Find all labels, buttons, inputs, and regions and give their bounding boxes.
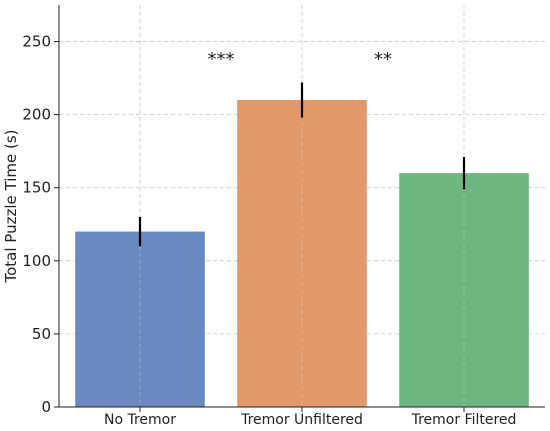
bar-tremor-filtered bbox=[399, 173, 529, 407]
error-bar-layer bbox=[138, 82, 466, 247]
significance-annotation: *** bbox=[208, 49, 235, 70]
y-tick-label: 250 bbox=[22, 33, 51, 51]
x-tick-label: Tremor Filtered bbox=[411, 412, 517, 427]
y-tick-label: 200 bbox=[22, 106, 51, 124]
bar-no-tremor bbox=[75, 231, 205, 407]
bar-tremor-unfiltered bbox=[237, 100, 367, 407]
y-tick-label: 150 bbox=[22, 179, 51, 197]
x-tick-label: No Tremor bbox=[104, 412, 176, 427]
y-tick-label: 50 bbox=[32, 325, 51, 343]
y-axis-title: Total Puzzle Time (s) bbox=[2, 130, 20, 284]
bar-layer bbox=[75, 100, 529, 407]
significance-annotation: ** bbox=[374, 49, 392, 70]
y-tick-label: 0 bbox=[41, 398, 51, 416]
axis-layer bbox=[54, 5, 545, 412]
y-tick-label: 100 bbox=[22, 252, 51, 270]
x-tick-label: Tremor Unfiltered bbox=[240, 412, 363, 427]
label-layer: 0 50 100 150 200 250 No Tremor Tremor Unfiltere… bbox=[2, 33, 517, 428]
